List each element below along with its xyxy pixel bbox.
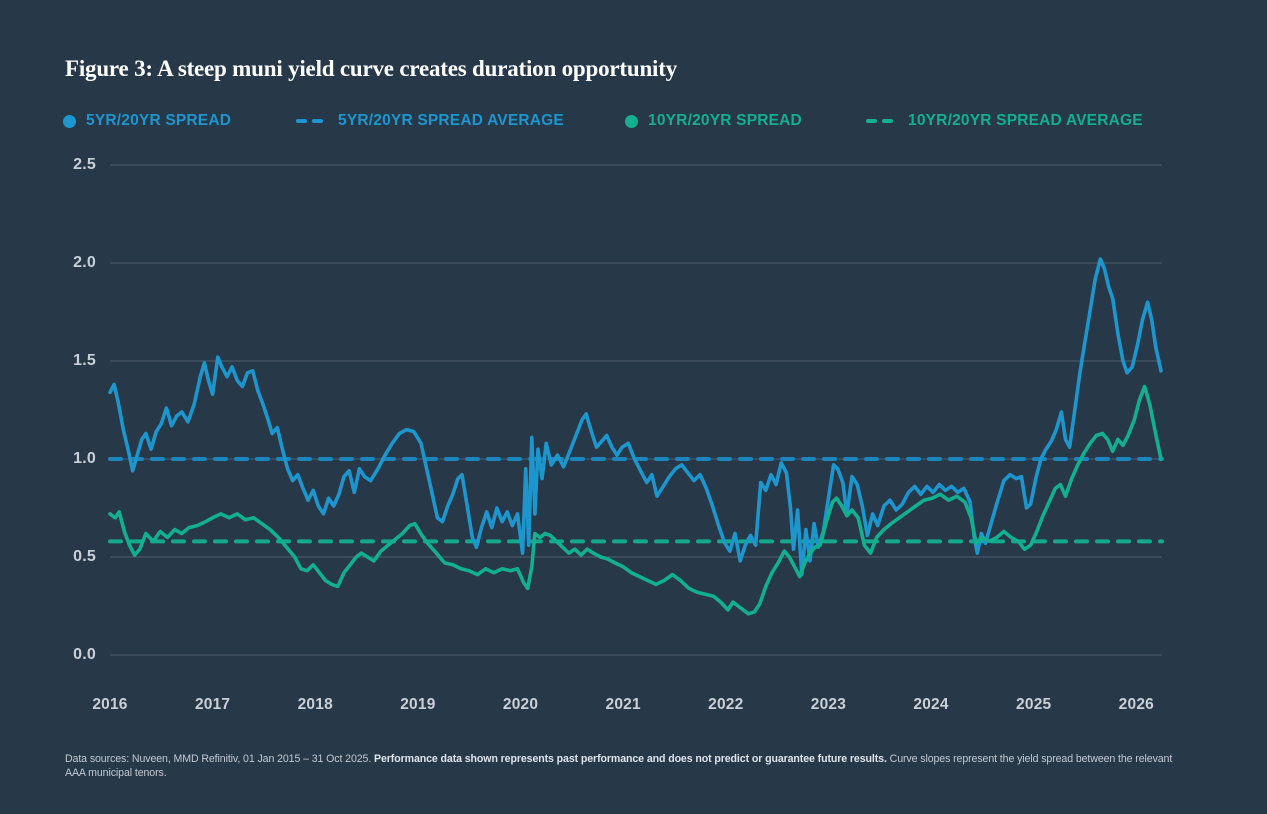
footnote-text: Curve slopes represent the yield spread …	[65, 752, 1173, 779]
y-axis-label: 1.5	[73, 352, 96, 369]
legend-label: 10YR/20YR SPREAD AVERAGE	[908, 112, 1143, 129]
y-axis-label: 1.0	[73, 450, 96, 467]
legend-label: 5YR/20YR SPREAD	[86, 112, 232, 129]
legend-item-10yr-spread: 10YR/20YR SPREAD	[625, 111, 802, 131]
x-axis-label: 2016	[92, 696, 128, 713]
legend-item-5yr-spread: 5YR/20YR SPREAD	[63, 111, 231, 131]
legend-label: 10YR/20YR SPREAD	[648, 112, 802, 129]
legend-circle-marker-green	[625, 114, 638, 128]
legend-item-10yr-spread-average: 10YR/20YR SPREAD AVERAGE	[866, 111, 1143, 131]
legend-dash-marker-blue	[296, 119, 328, 123]
legend-item-5yr-spread-average: 5YR/20YR SPREAD AVERAGE	[296, 111, 564, 131]
x-axis-label: 2023	[810, 696, 847, 713]
footnote: Data sources: Nuveen, MMD Refinitiv, 01 …	[65, 752, 1193, 780]
x-axis-label: 2018	[297, 696, 333, 713]
footnote-text: Data sources: Nuveen, MMD Refinitiv, 01 …	[65, 752, 375, 765]
legend-circle-marker-blue	[63, 114, 76, 128]
x-axis-label: 2019	[400, 696, 436, 713]
x-axis-label: 2021	[605, 696, 641, 713]
legend-dash-marker-green	[866, 119, 898, 123]
y-axis-label: 0.0	[73, 646, 96, 663]
figure-title: Figure 3: A steep muni yield curve creat…	[65, 56, 678, 81]
series-line	[108, 257, 1163, 577]
x-axis-label: 2020	[502, 696, 539, 713]
y-axis-label: 0.5	[73, 548, 96, 565]
x-axis-label: 2025	[1016, 696, 1052, 713]
y-axis-label: 2.0	[73, 254, 96, 271]
x-axis-label: 2022	[708, 696, 744, 713]
footnote-bold-disclaimer: Performance data shown represents past p…	[374, 752, 887, 765]
x-axis-label: 2017	[194, 696, 231, 713]
chart-legend: 5YR/20YR SPREAD 5YR/20YR SPREAD AVERAGE …	[0, 111, 1267, 131]
series-line	[108, 384, 1163, 616]
x-axis-label: 2024	[913, 696, 949, 713]
y-axis-label: 2.5	[73, 156, 96, 173]
legend-label: 5YR/20YR SPREAD AVERAGE	[338, 112, 564, 129]
x-axis-label: 2026	[1118, 696, 1154, 713]
